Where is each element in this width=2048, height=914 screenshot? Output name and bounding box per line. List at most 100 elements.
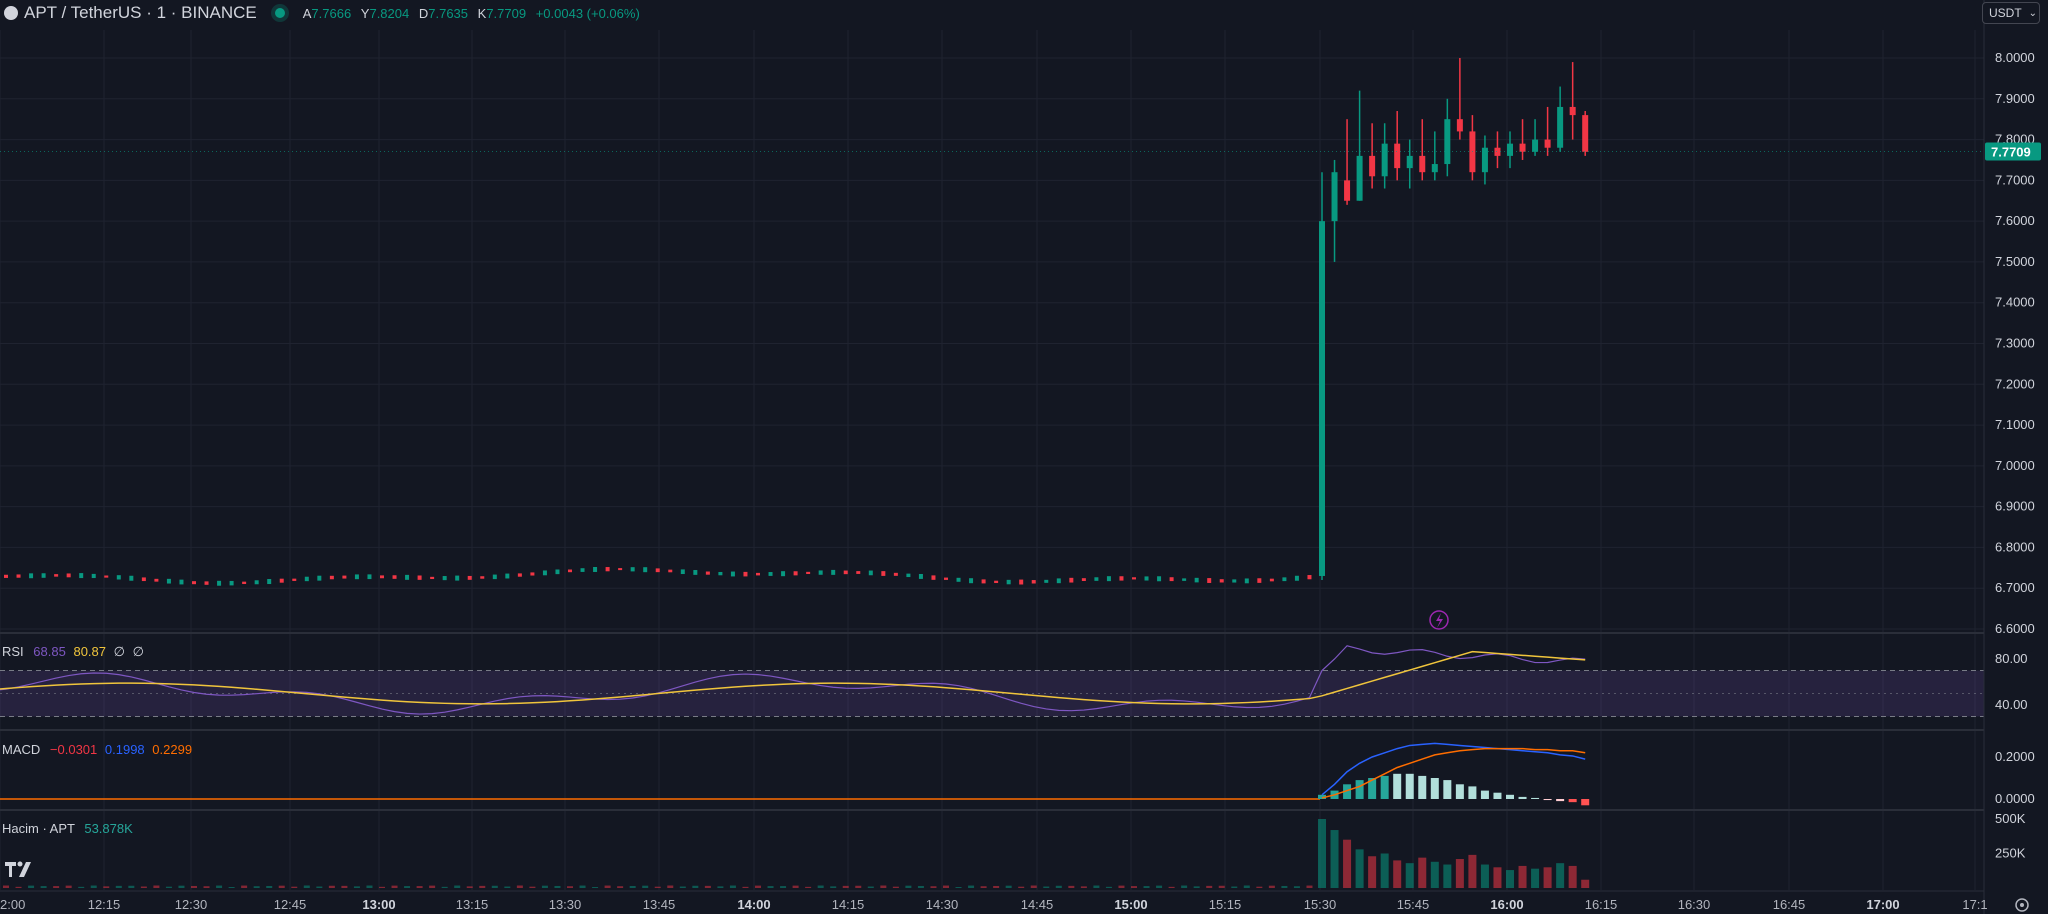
volume-bar <box>755 885 761 888</box>
price-candle <box>530 572 535 576</box>
last-price-badge <box>1985 142 2041 161</box>
volume-bar <box>767 886 774 888</box>
volume-bar <box>1405 863 1414 888</box>
volume-bar <box>654 886 661 888</box>
price-candle <box>505 573 510 579</box>
volume-bar <box>968 885 975 888</box>
time-axis[interactable]: 2:00 12:15 12:30 12:45 13:00 13:15 13:30 13:45 1… <box>0 890 2029 912</box>
high-key: Y <box>360 5 370 21</box>
price-candle-body <box>1582 115 1589 152</box>
volume-bar <box>742 886 749 888</box>
price-axis[interactable]: 8.00007.90007.80007.70007.60007.50007.40… <box>1983 0 2048 914</box>
price-candle <box>1257 578 1262 583</box>
price-candle <box>693 570 698 575</box>
time-tick-label: 14:15 <box>832 897 865 912</box>
price-candle <box>944 577 948 580</box>
rsi-legend[interactable]: RSI 68.85 80.87 ∅ ∅ <box>2 644 144 660</box>
volume-bar <box>1018 886 1025 888</box>
price-candle <box>730 571 735 577</box>
price-candle <box>655 568 660 573</box>
price-candle <box>843 570 848 575</box>
time-tick-label: 12:15 <box>88 897 121 912</box>
price-candle <box>1132 577 1136 580</box>
price-candle <box>455 575 460 581</box>
price-candle <box>380 575 384 579</box>
price-candle <box>881 571 886 576</box>
volume-bar <box>278 885 285 888</box>
price-candle <box>743 571 748 577</box>
open-value: 7.7666 <box>311 5 352 21</box>
price-candle-body <box>1557 106 1564 148</box>
volume-bar <box>1030 885 1037 888</box>
volume-bar <box>15 886 22 888</box>
volume-bar <box>1306 885 1313 888</box>
price-candle-body <box>1381 143 1388 177</box>
volume-bar <box>1455 859 1464 888</box>
volume-bar <box>1318 819 1326 888</box>
volume-bar <box>1380 853 1389 888</box>
macd-legend[interactable]: MACD −0.0301 0.1998 0.2299 <box>2 742 192 757</box>
volume-bar <box>1543 867 1552 888</box>
price-candle <box>1294 575 1299 581</box>
rsi-tick-label: 80.00 <box>1995 651 2028 666</box>
price-flat-series <box>4 567 1312 586</box>
price-candle <box>630 567 635 572</box>
price-candle <box>204 581 209 585</box>
price-tick-label: 6.7000 <box>1995 580 2035 595</box>
price-tick-label: 8.0000 <box>1995 50 2035 65</box>
market-status-icon[interactable] <box>274 8 285 18</box>
price-candle-body <box>1356 155 1363 201</box>
price-candle <box>818 570 823 575</box>
price-candle <box>480 576 485 579</box>
volume-bar <box>90 885 97 888</box>
price-candle <box>1169 577 1174 582</box>
macd-histogram-bar <box>1380 775 1389 799</box>
price-candle-body <box>1544 139 1551 148</box>
volume-legend[interactable]: Hacim · APT 53.878K <box>2 821 133 836</box>
price-tick-label: 7.7000 <box>1995 172 2035 187</box>
time-tick-label: 17:00 <box>1866 897 1899 912</box>
volume-bar <box>341 885 348 888</box>
open-key: A <box>302 5 312 21</box>
volume-bar <box>1043 886 1050 888</box>
price-candle <box>555 569 560 575</box>
volume-bar <box>391 885 398 888</box>
chart-header: APT / TetherUS · 1 · BINANCE A7.7666 Y7.… <box>0 0 640 26</box>
volume-bar <box>1231 886 1238 888</box>
price-candle <box>41 573 46 578</box>
settings-gear-icon[interactable] <box>2015 898 2029 912</box>
macd-histogram-bar <box>1506 794 1514 799</box>
price-candle <box>79 573 84 579</box>
volume-bar <box>1293 886 1300 888</box>
price-candle <box>969 578 974 584</box>
volume-bar <box>1506 870 1514 888</box>
volume-bar <box>65 885 72 888</box>
price-candle <box>1119 576 1124 581</box>
volume-bar <box>867 886 874 888</box>
price-candle <box>467 575 472 580</box>
volume-bar <box>1143 886 1150 888</box>
volume-bar <box>604 885 611 888</box>
price-candle-body <box>1331 172 1338 222</box>
price-candle <box>618 568 623 571</box>
pane-separators <box>0 632 2048 811</box>
currency-selector[interactable]: USDT ⌄ <box>1982 2 2040 24</box>
volume-bar <box>1105 886 1112 888</box>
volume-bar <box>103 886 110 888</box>
symbol-title[interactable]: APT / TetherUS · 1 · BINANCE <box>24 3 257 22</box>
volume-bar <box>943 885 949 888</box>
price-candle <box>179 579 184 585</box>
macd-tick-label: 0.0000 <box>1995 791 2035 806</box>
price-candle <box>1244 578 1249 584</box>
volume-bar <box>1468 854 1477 888</box>
price-candle <box>430 576 435 580</box>
close-key: K <box>477 5 487 21</box>
time-tick-label: 16:15 <box>1585 897 1618 912</box>
macd-histogram-bar <box>1556 799 1565 802</box>
price-candle <box>793 571 798 576</box>
volume-bar <box>241 885 248 888</box>
price-candle-body <box>1444 119 1451 165</box>
volume-bar <box>441 886 448 888</box>
price-tick-label: 6.8000 <box>1995 539 2035 554</box>
